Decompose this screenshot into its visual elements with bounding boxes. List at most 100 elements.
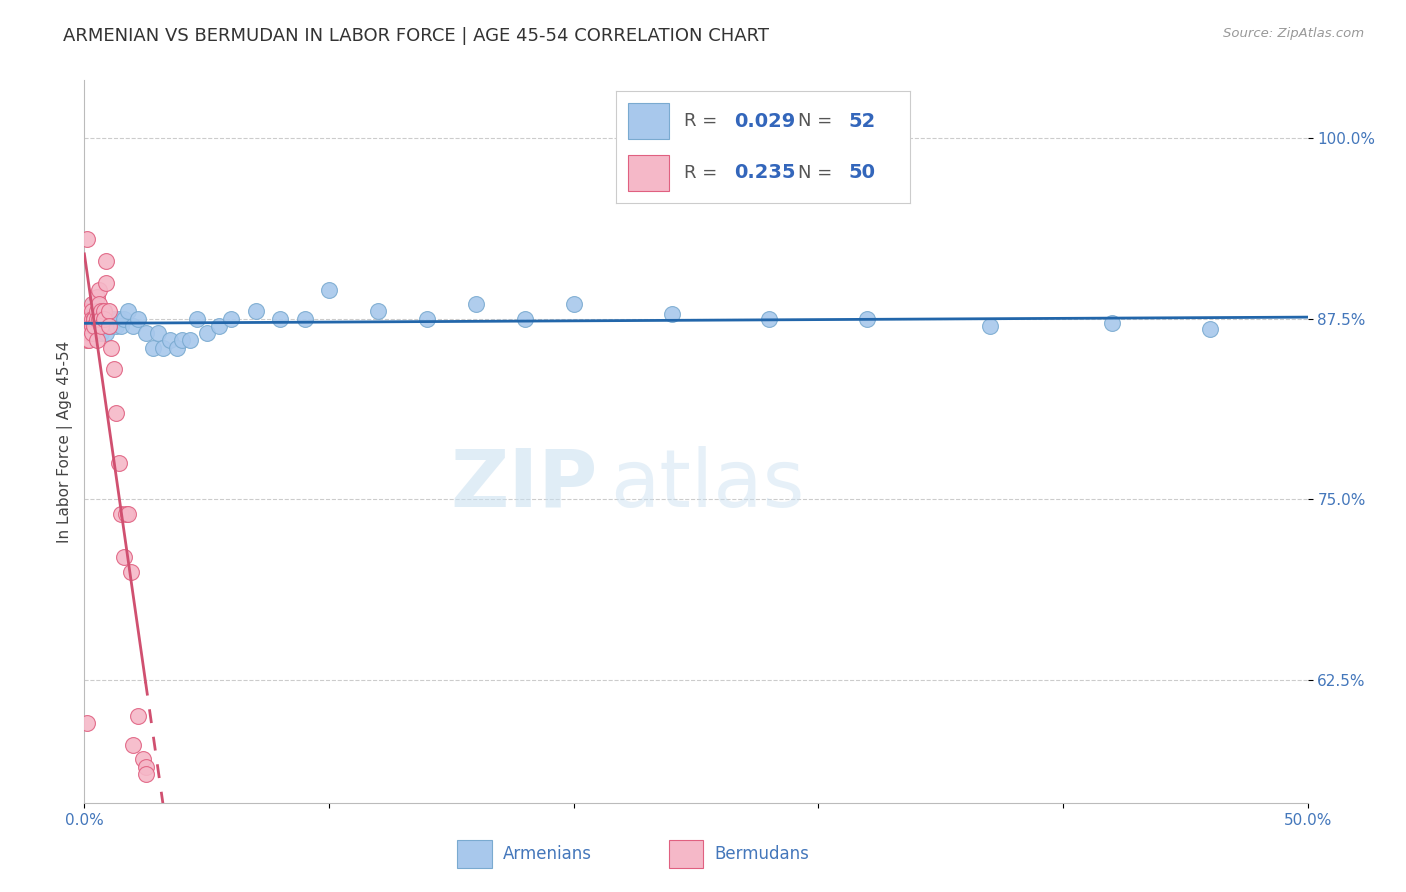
Point [208,318,231,333]
Point [758,311,780,326]
Point [77,334,100,348]
Point [166,341,188,355]
Point [127,311,149,326]
Point [159,334,181,348]
Point [416,311,439,326]
Point [318,283,340,297]
Text: Bermudans: Bermudans [714,845,810,863]
Point [93,304,115,318]
Point [172,334,194,348]
Point [562,297,585,311]
Point [142,341,165,355]
Point [120,565,142,579]
Point [367,304,389,318]
Point [77,311,100,326]
Point [80,304,103,318]
Point [90,311,112,326]
Point [83,318,105,333]
Point [86,334,108,348]
Point [87,297,110,311]
Point [127,709,149,723]
Point [219,311,242,326]
Text: ARMENIAN VS BERMUDAN IN LABOR FORCE | AGE 45-54 CORRELATION CHART: ARMENIAN VS BERMUDAN IN LABOR FORCE | AG… [63,27,769,45]
Y-axis label: In Labor Force | Age 45-54: In Labor Force | Age 45-54 [58,341,73,542]
Point [186,311,208,326]
Point [87,283,110,297]
Point [112,550,135,565]
Point [83,311,105,326]
Point [93,311,115,326]
Point [103,311,125,326]
FancyBboxPatch shape [457,840,492,868]
Point [83,311,105,326]
Point [135,760,157,774]
Point [93,318,115,333]
Text: atlas: atlas [610,446,804,524]
Point [856,311,879,326]
Point [107,311,129,326]
Point [1101,316,1123,330]
Point [195,326,218,341]
Point [76,318,98,333]
Point [97,318,120,333]
Point [77,311,100,326]
Point [86,311,108,326]
Point [103,362,125,376]
Point [464,297,486,311]
Point [86,304,108,318]
Point [1198,322,1220,336]
Text: ZIP: ZIP [451,446,598,524]
Point [97,304,120,318]
Point [135,767,157,781]
Point [100,318,122,333]
Point [105,318,128,333]
Point [86,311,108,326]
Point [77,304,100,318]
Point [661,307,683,321]
Point [100,341,122,355]
Point [76,716,98,731]
Point [117,507,139,521]
Point [96,276,118,290]
Point [93,304,115,318]
Point [245,304,267,318]
Point [87,311,110,326]
Point [87,304,110,318]
Point [76,334,98,348]
Text: Armenians: Armenians [503,845,592,863]
Point [294,311,316,326]
Point [90,318,112,333]
Point [76,304,98,318]
Point [132,752,155,766]
Point [152,341,174,355]
Point [107,456,129,470]
Point [90,326,112,341]
Point [97,311,120,326]
Point [979,318,1001,333]
Point [105,406,128,420]
Point [80,311,103,326]
Point [87,311,110,326]
Point [269,311,291,326]
Point [96,326,118,341]
Point [86,318,108,333]
Point [110,318,132,333]
Point [110,507,132,521]
Point [80,326,103,341]
Text: Source: ZipAtlas.com: Source: ZipAtlas.com [1223,27,1364,40]
Point [77,326,100,341]
Point [90,318,112,333]
Point [86,290,108,304]
Point [122,738,145,752]
Point [513,311,536,326]
FancyBboxPatch shape [669,840,703,868]
Point [76,232,98,246]
Point [179,334,201,348]
Point [100,311,122,326]
Point [117,304,139,318]
Point [76,311,98,326]
Point [115,507,138,521]
Point [80,297,103,311]
Point [90,304,112,318]
Point [96,311,118,326]
